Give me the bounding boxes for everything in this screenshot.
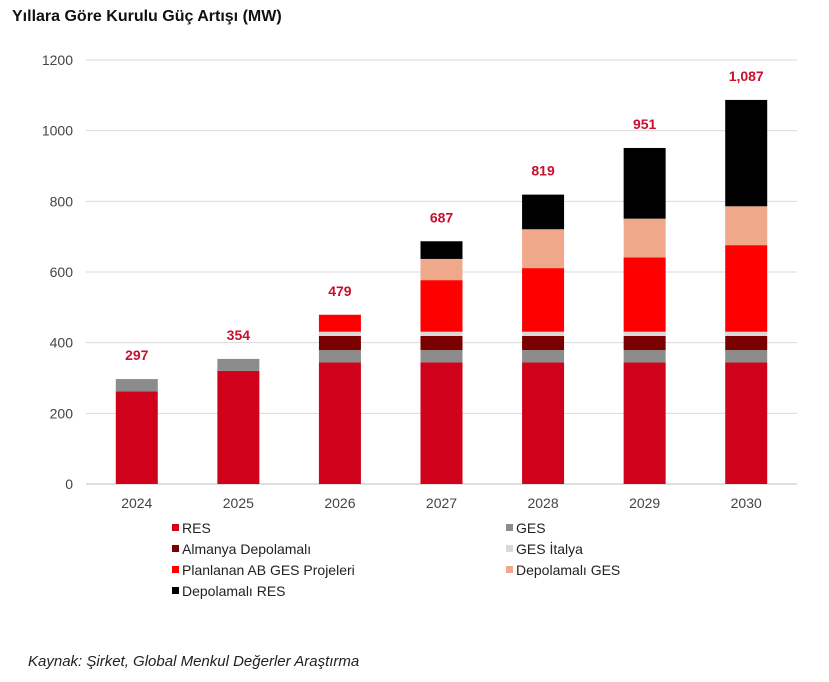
y-tick-label: 1000 [42, 123, 73, 139]
bar-segment [623, 335, 666, 351]
x-tick-label: 2025 [223, 495, 254, 511]
legend-label: RES [182, 520, 211, 536]
total-label: 1,087 [729, 68, 764, 84]
legend-label: Planlanan AB GES Projeleri [182, 562, 355, 578]
bar-segment [725, 331, 768, 336]
total-label: 951 [633, 116, 657, 132]
bar-segment [217, 370, 260, 484]
bar-segment [725, 362, 768, 484]
bar-segment [115, 379, 158, 392]
bar-segment [318, 331, 361, 336]
bar-segment [623, 362, 666, 484]
bar-segment [420, 335, 463, 351]
legend-label: GES [516, 520, 546, 536]
bar-segment [318, 350, 361, 363]
bar-segment [623, 147, 666, 219]
legend-label: Almanya Depolamalı [182, 541, 311, 557]
bar-segment [318, 314, 361, 332]
legend-label: Depolamalı RES [182, 583, 286, 599]
bar-segment [318, 335, 361, 351]
y-tick-label: 600 [50, 264, 74, 280]
legend-swatch [172, 587, 179, 594]
bar-segment [725, 335, 768, 351]
x-tick-label: 2028 [527, 495, 558, 511]
bar-segment [420, 362, 463, 484]
bar-segment [725, 206, 768, 246]
bar-segment [522, 331, 565, 336]
total-label: 819 [531, 163, 555, 179]
legend-swatch [172, 566, 179, 573]
bar-segment [318, 362, 361, 484]
bar-segment [420, 350, 463, 363]
y-tick-label: 800 [50, 193, 74, 209]
legend-swatch [172, 524, 179, 531]
source-note: Kaynak: Şirket, Global Menkul Değerler A… [28, 653, 360, 670]
total-label: 354 [227, 327, 251, 343]
legend-label: Depolamalı GES [516, 562, 620, 578]
bar-segment [725, 245, 768, 332]
x-tick-label: 2029 [629, 495, 660, 511]
x-tick-label: 2030 [731, 495, 762, 511]
legend-swatch [506, 524, 513, 531]
bar-segment [725, 350, 768, 363]
bar-segment [522, 229, 565, 269]
bar-segment [522, 194, 565, 230]
y-tick-label: 400 [50, 335, 74, 351]
bar-segment [420, 241, 463, 259]
total-label: 479 [328, 283, 352, 299]
y-tick-label: 200 [50, 405, 74, 421]
bar-segment [623, 257, 666, 332]
bar-segment [623, 350, 666, 363]
legend-swatch [172, 545, 179, 552]
total-label: 297 [125, 347, 149, 363]
stacked-bar-chart: 0 200 400 600 800 1000 1200 2024 2025 2026 2027 20… [42, 52, 797, 599]
legend-swatch [506, 566, 513, 573]
bar-segment [522, 362, 565, 484]
bar-segment [420, 280, 463, 332]
chart-title: Yıllara Göre Kurulu Güç Artışı (MW) [12, 8, 282, 25]
bar-segment [217, 358, 260, 371]
bar-segment [522, 268, 565, 332]
bar-segment [623, 218, 666, 258]
bar-segment [522, 350, 565, 363]
total-label: 687 [430, 209, 454, 225]
y-tick-label: 0 [65, 476, 73, 492]
bar-segment [725, 99, 768, 207]
bar-segment [623, 331, 666, 336]
bar-segment [522, 335, 565, 351]
legend-label: GES İtalya [516, 540, 583, 557]
x-tick-label: 2027 [426, 495, 457, 511]
x-tick-label: 2026 [324, 495, 355, 511]
y-tick-label: 1200 [42, 52, 73, 68]
bar-segment [420, 258, 463, 281]
x-tick-label: 2024 [121, 495, 152, 511]
legend-swatch [506, 545, 513, 552]
bar-segment [420, 331, 463, 336]
bar-segment [115, 391, 158, 484]
